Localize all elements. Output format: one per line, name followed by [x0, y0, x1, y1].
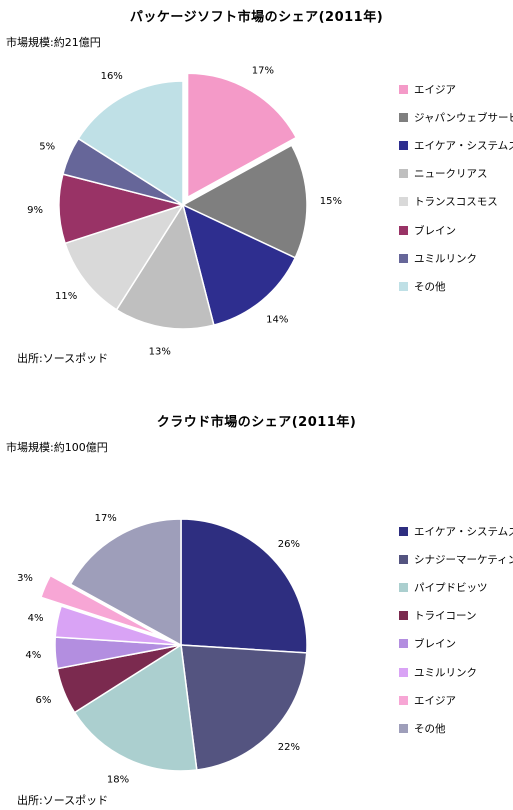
slice-percent-label: 18% [107, 774, 129, 785]
legend-swatch [399, 526, 408, 536]
legend: エイジアジャパンウェブサービスエイケア・システムズニュークリアストランスコスモス… [399, 75, 513, 301]
chart-title: パッケージソフト市場のシェア(2011年) [129, 10, 384, 25]
legend-item: その他 [399, 272, 513, 300]
legend-item: ブレイン [399, 630, 513, 658]
legend-label: その他 [414, 280, 446, 293]
package-software-chart: パッケージソフト市場のシェア(2011年) 市場規模:約21億円 17% 15% 1… [6, 10, 513, 365]
slice-percent-label: 11% [55, 291, 77, 302]
legend-swatch [399, 281, 408, 291]
slice-percent-label: 6% [35, 695, 51, 706]
legend-item: ユミルリンク [399, 658, 513, 686]
source-label: 出所:ソースポッド [17, 794, 109, 807]
legend-item: エイジア [399, 75, 513, 103]
legend-swatch [399, 84, 408, 94]
pie-slice [40, 574, 162, 637]
legend-label: ユミルリンク [414, 252, 477, 265]
legend-item: パイプドビッツ [399, 573, 513, 601]
legend-item: エイケア・システムズ [399, 517, 513, 545]
legend-label: ジャパンウェブサービス [414, 111, 513, 124]
legend-swatch [399, 639, 408, 649]
legend-item: ユミルリンク [399, 244, 513, 272]
legend-label: エイケア・システムズ [414, 139, 513, 152]
legend-item: トライコーン [399, 602, 513, 630]
pie-slice [115, 203, 215, 330]
legend-label: トライコーン [414, 610, 477, 623]
slice-percent-label: 17% [95, 513, 117, 524]
legend-label: ニュークリアス [414, 168, 488, 181]
market-size-label: 市場規模:約100億円 [6, 441, 108, 454]
pie-slice [180, 644, 308, 771]
pie-chart: 17% 15% 14% 13% 11% 9% 5% 16% [27, 65, 342, 358]
slice-percent-label: 5% [39, 142, 55, 153]
legend-item: シナジーマーケティング [399, 545, 513, 573]
legend-swatch [399, 197, 408, 207]
slice-percent-label: 26% [278, 539, 300, 550]
legend-label: ブレイン [414, 638, 456, 651]
legend-item: ジャパンウェブサービス [399, 103, 513, 131]
legend-swatch [399, 169, 408, 179]
legend-label: エイケア・システムズ [414, 525, 513, 538]
pie-slice [64, 203, 185, 311]
slice-percent-label: 4% [25, 650, 41, 661]
chart-title: クラウド市場のシェア(2011年) [156, 415, 357, 430]
pie-slice [73, 643, 198, 772]
slice-percent-label: 17% [252, 65, 274, 76]
slice-percent-label: 3% [17, 573, 33, 584]
legend-swatch [399, 723, 408, 733]
legend-swatch [399, 140, 408, 150]
source-label: 出所:ソースポッド [17, 352, 109, 365]
slice-percent-label: 16% [101, 71, 123, 82]
slice-percent-label: 14% [266, 315, 288, 326]
legend-item: エイケア・システムズ [399, 131, 513, 159]
legend-label: パイプドビッツ [414, 581, 488, 594]
market-size-label: 市場規模:約21億円 [6, 36, 101, 49]
legend-item: トランスコスモス [399, 188, 513, 216]
legend-label: トランスコスモス [414, 196, 498, 209]
legend-swatch [399, 225, 408, 235]
pie-slice [186, 72, 298, 199]
pie-slice [181, 144, 308, 259]
slice-percent-label: 4% [28, 613, 44, 624]
legend-item: エイジア [399, 686, 513, 714]
legend-label: エイジア [414, 694, 456, 707]
legend-label: その他 [414, 722, 446, 735]
legend-item: ブレイン [399, 216, 513, 244]
legend-label: ユミルリンク [414, 666, 477, 679]
pie-slice [69, 518, 182, 647]
legend-label: エイジア [414, 83, 456, 96]
legend: エイケア・システムズシナジーマーケティングパイプドビッツトライコーンブレインユミ… [399, 517, 513, 743]
cloud-market-chart: クラウド市場のシェア(2011年) 市場規模:約100億円 26% 22% 18% 6… [0, 405, 513, 810]
legend-swatch [399, 112, 408, 122]
pie-slice [77, 80, 184, 207]
pie-chart: 26% 22% 18% 6% 4% 4% 3% 17% [17, 513, 308, 785]
legend-swatch [399, 253, 408, 263]
legend-swatch [399, 667, 408, 677]
legend-swatch [399, 611, 408, 621]
legend-label: ブレイン [414, 224, 456, 237]
slice-percent-label: 13% [149, 347, 171, 358]
legend-swatch [399, 695, 408, 705]
pie-slice [180, 518, 308, 654]
legend-label: シナジーマーケティング [414, 553, 513, 566]
pie-slice [181, 203, 297, 327]
slice-percent-label: 9% [27, 205, 43, 216]
slice-percent-label: 22% [278, 742, 300, 753]
legend-item: その他 [399, 714, 513, 742]
legend-swatch [399, 554, 408, 564]
legend-item: ニュークリアス [399, 160, 513, 188]
legend-swatch [399, 582, 408, 592]
pie-slice [54, 605, 182, 646]
slice-percent-label: 15% [320, 196, 342, 207]
